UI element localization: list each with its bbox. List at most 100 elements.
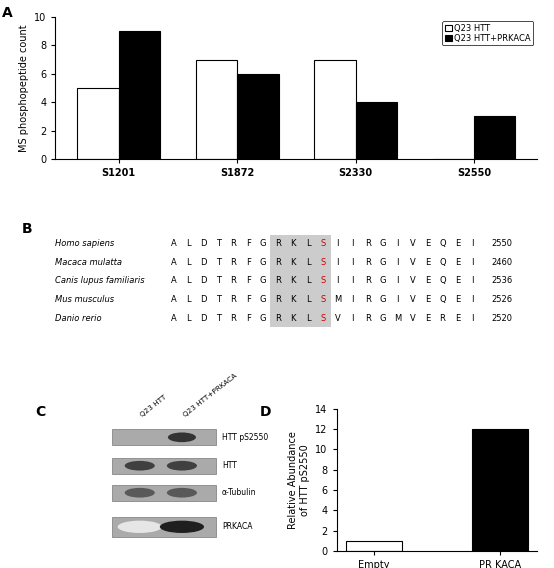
Text: I: I xyxy=(352,295,354,304)
Text: I: I xyxy=(396,258,399,266)
Text: A: A xyxy=(2,6,13,20)
Text: L: L xyxy=(306,258,310,266)
Ellipse shape xyxy=(117,521,162,533)
Text: R: R xyxy=(365,258,371,266)
Text: I: I xyxy=(352,276,354,285)
Text: R: R xyxy=(275,295,281,304)
Text: Q: Q xyxy=(439,295,446,304)
Text: Q: Q xyxy=(439,276,446,285)
Text: G: G xyxy=(379,258,386,266)
Bar xyxy=(196,60,237,159)
Text: B: B xyxy=(22,222,32,236)
Text: R: R xyxy=(275,314,281,323)
Text: G: G xyxy=(379,276,386,285)
Text: L: L xyxy=(306,276,310,285)
Text: R: R xyxy=(365,314,371,323)
Text: 2550: 2550 xyxy=(491,239,512,248)
Text: A: A xyxy=(171,239,176,248)
Text: I: I xyxy=(471,239,474,248)
Text: Danio rerio: Danio rerio xyxy=(55,314,102,323)
Bar xyxy=(474,116,515,159)
Text: I: I xyxy=(352,258,354,266)
Text: S: S xyxy=(320,276,326,285)
Text: D: D xyxy=(200,276,207,285)
Text: S: S xyxy=(320,314,326,323)
Text: V: V xyxy=(409,239,416,248)
Text: I: I xyxy=(471,295,474,304)
Text: R: R xyxy=(230,295,236,304)
Text: I: I xyxy=(471,276,474,285)
Ellipse shape xyxy=(168,432,196,442)
Text: E: E xyxy=(425,276,430,285)
Text: I: I xyxy=(337,239,339,248)
Text: D: D xyxy=(200,314,207,323)
Text: V: V xyxy=(335,314,341,323)
Text: M: M xyxy=(394,314,401,323)
Text: 2536: 2536 xyxy=(491,276,512,285)
Text: PRKACA: PRKACA xyxy=(222,523,253,531)
Text: I: I xyxy=(471,258,474,266)
Text: T: T xyxy=(216,295,221,304)
Y-axis label: MS phosphopeptide count: MS phosphopeptide count xyxy=(19,24,29,152)
Text: 2520: 2520 xyxy=(491,314,512,323)
Text: E: E xyxy=(425,295,430,304)
Bar xyxy=(112,517,216,537)
Bar xyxy=(119,31,160,159)
Text: G: G xyxy=(379,314,386,323)
Bar xyxy=(356,102,397,159)
Text: L: L xyxy=(186,295,191,304)
Text: F: F xyxy=(246,258,250,266)
Text: D: D xyxy=(200,258,207,266)
Text: R: R xyxy=(230,239,236,248)
Text: V: V xyxy=(409,258,416,266)
Text: R: R xyxy=(230,314,236,323)
Text: R: R xyxy=(230,258,236,266)
Text: S: S xyxy=(320,295,326,304)
Text: R: R xyxy=(439,314,445,323)
Text: L: L xyxy=(186,258,191,266)
Text: T: T xyxy=(216,314,221,323)
Text: E: E xyxy=(455,276,460,285)
Ellipse shape xyxy=(167,488,197,498)
Y-axis label: Relative Abundance
of HTT pS2550: Relative Abundance of HTT pS2550 xyxy=(288,431,310,529)
Text: R: R xyxy=(275,276,281,285)
Text: Mus musculus: Mus musculus xyxy=(55,295,115,304)
Text: 2460: 2460 xyxy=(491,258,512,266)
Text: E: E xyxy=(455,314,460,323)
Bar xyxy=(78,88,119,159)
Ellipse shape xyxy=(160,521,204,533)
Text: I: I xyxy=(352,314,354,323)
Text: R: R xyxy=(365,239,371,248)
Bar xyxy=(237,74,279,159)
Text: K: K xyxy=(290,276,296,285)
Text: Homo sapiens: Homo sapiens xyxy=(55,239,115,248)
Text: F: F xyxy=(246,295,250,304)
Text: K: K xyxy=(290,258,296,266)
Text: Q23 HTT: Q23 HTT xyxy=(140,394,168,418)
Text: E: E xyxy=(455,258,460,266)
Text: G: G xyxy=(260,295,266,304)
Text: G: G xyxy=(379,295,386,304)
Text: D: D xyxy=(200,295,207,304)
Text: I: I xyxy=(396,295,399,304)
Text: A: A xyxy=(171,295,176,304)
Text: E: E xyxy=(425,314,430,323)
Text: E: E xyxy=(455,239,460,248)
Text: Canis lupus familiaris: Canis lupus familiaris xyxy=(55,276,145,285)
Text: D: D xyxy=(260,404,272,419)
Text: L: L xyxy=(186,276,191,285)
Text: S: S xyxy=(320,258,326,266)
Text: Macaca mulatta: Macaca mulatta xyxy=(55,258,122,266)
Text: T: T xyxy=(216,239,221,248)
Text: G: G xyxy=(260,276,266,285)
Text: M: M xyxy=(334,295,341,304)
Text: I: I xyxy=(396,239,399,248)
Text: G: G xyxy=(379,239,386,248)
Text: E: E xyxy=(455,295,460,304)
Text: L: L xyxy=(186,314,191,323)
Text: L: L xyxy=(306,314,310,323)
Bar xyxy=(112,485,216,500)
Bar xyxy=(270,235,331,327)
Bar xyxy=(314,60,356,159)
Text: V: V xyxy=(409,295,416,304)
